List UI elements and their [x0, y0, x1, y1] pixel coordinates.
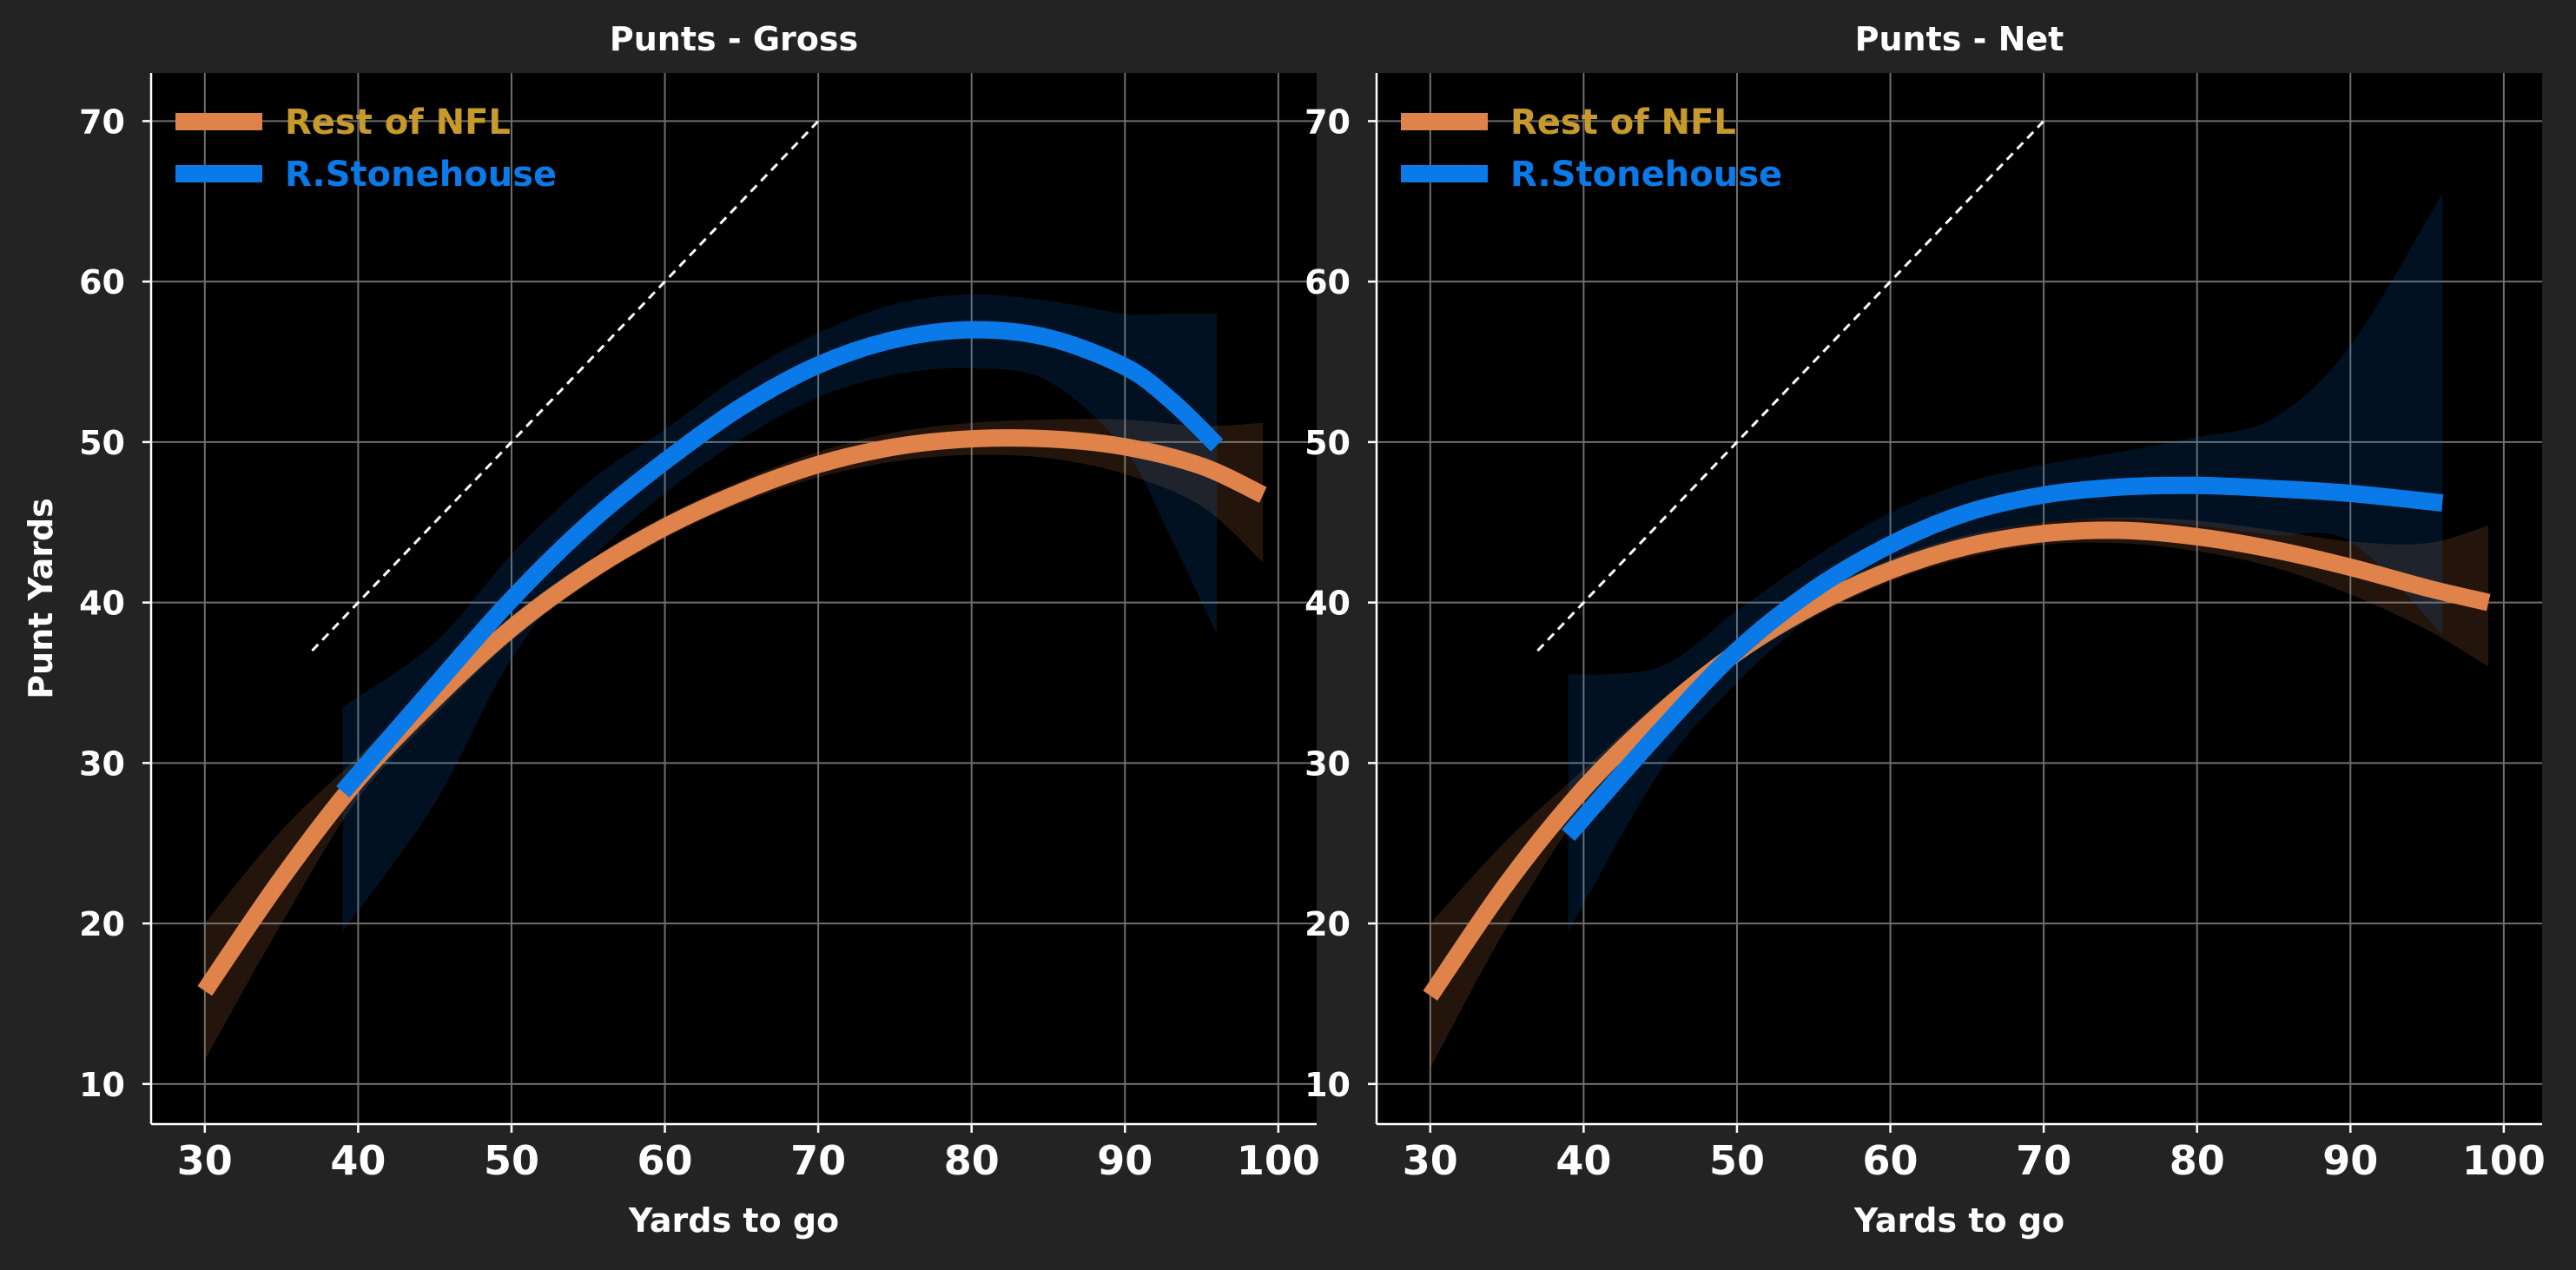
x-tick-label: 90 [1097, 1137, 1153, 1184]
legend: Rest of NFL R.Stonehouse [175, 103, 557, 195]
plot-area [1377, 73, 2542, 1124]
x-tick-label: 90 [2322, 1137, 2378, 1184]
x-tick-label: 50 [484, 1137, 539, 1184]
series-line-rest-of-nfl [1423, 521, 2491, 1001]
chart-panel-2: 30 40 50 60 70 80 90 100 10 20 30 40 50 60 70 Punts - N… [1305, 20, 2546, 1240]
y-tick-label: 20 [1305, 905, 1351, 943]
reference-diagonal-line [311, 120, 820, 652]
series-line-stonehouse [1562, 476, 2444, 842]
x-tick-label: 60 [637, 1137, 693, 1184]
x-tick-label: 30 [177, 1137, 233, 1184]
legend-label: R.Stonehouse [285, 155, 557, 195]
y-tick-label: 50 [79, 424, 125, 462]
legend-label: Rest of NFL [285, 103, 511, 142]
x-tick-label: 100 [2462, 1137, 2546, 1184]
plot-area [151, 73, 1317, 1124]
y-tick-label: 60 [79, 263, 125, 301]
y-tick-label: 70 [1305, 103, 1351, 141]
y-tick-label: 40 [1305, 585, 1351, 623]
y-tick-label: 60 [1305, 263, 1351, 301]
y-tick-label: 30 [79, 744, 125, 783]
legend: Rest of NFL R.Stonehouse [1401, 103, 1782, 195]
y-tick-label: 10 [1305, 1066, 1351, 1104]
y-tick-label: 40 [79, 585, 125, 623]
y-tick-label: 10 [79, 1066, 125, 1104]
y-tick-label: 20 [79, 905, 125, 943]
legend-label: R.Stonehouse [1510, 155, 1782, 195]
x-tick-label: 70 [2016, 1137, 2071, 1184]
x-tick-label: 40 [330, 1137, 386, 1184]
series-line-stonehouse [336, 321, 1224, 798]
y-tick-label: 30 [1305, 744, 1351, 783]
confidence-band-rest-of-nfl [204, 419, 1264, 1061]
x-axis-label: Yards to go [1853, 1201, 2064, 1240]
y-tick-label: 50 [1305, 424, 1351, 462]
legend-label: Rest of NFL [1510, 103, 1736, 142]
x-tick-label: 30 [1403, 1137, 1458, 1184]
y-axis-label: Punt Yards [22, 498, 60, 699]
y-tick-label: 70 [79, 103, 125, 141]
x-tick-label: 60 [1863, 1137, 1919, 1184]
chart-panel-1: 30 40 50 60 70 80 90 100 10 20 30 40 50 60 70 Punts - G… [22, 20, 1320, 1240]
reference-diagonal-line [1536, 120, 2045, 652]
chart-title: Punts - Gross [610, 20, 858, 58]
x-tick-label: 40 [1556, 1137, 1611, 1184]
x-tick-label: 80 [2170, 1137, 2225, 1184]
x-axis-label: Yards to go [628, 1201, 839, 1240]
x-tick-label: 80 [944, 1137, 1000, 1184]
x-tick-label: 100 [1237, 1137, 1320, 1184]
x-tick-label: 50 [1709, 1137, 1765, 1184]
chart-title: Punts - Net [1855, 20, 2064, 58]
x-tick-label: 70 [790, 1137, 846, 1184]
